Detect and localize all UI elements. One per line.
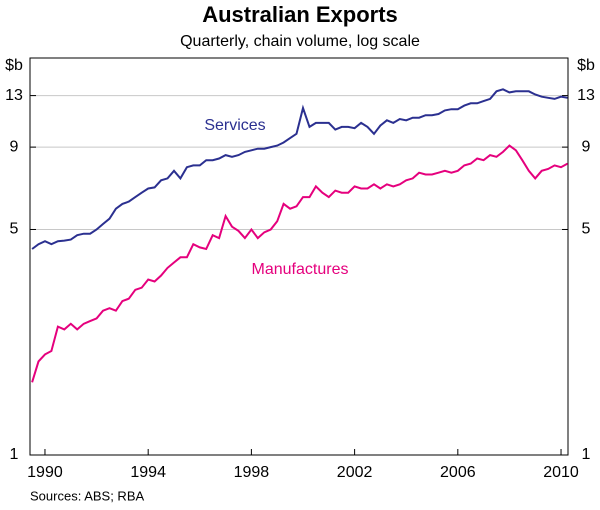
y-unit-left: $b [5,57,23,74]
y-unit-right: $b [577,57,595,74]
y-tick-label-right: 13 [577,87,595,104]
series-label: Services [204,117,265,134]
source-note: Sources: ABS; RBA [30,488,144,503]
plot-frame [29,57,569,456]
y-tick-label: 1 [10,446,19,463]
series-line [31,88,568,250]
y-tick-label-right: 1 [582,446,591,463]
x-tick-label: 2010 [543,464,579,481]
x-tick-label: 2002 [337,464,373,481]
x-tick-label: 1990 [27,464,63,481]
y-tick-label: 13 [5,87,23,104]
y-tick-label: 9 [10,138,19,155]
y-tick-label-right: 9 [582,138,591,155]
y-tick-label-right: 5 [582,221,591,238]
x-tick-label: 2006 [440,464,476,481]
x-tick-label: 1994 [130,464,166,481]
chart-subtitle: Quarterly, chain volume, log scale [180,33,420,50]
y-tick-label: 5 [10,221,19,238]
chart-title: Australian Exports [202,2,398,27]
series-label: Manufactures [252,261,349,278]
x-tick-label: 1998 [234,464,270,481]
series-line [31,144,568,383]
